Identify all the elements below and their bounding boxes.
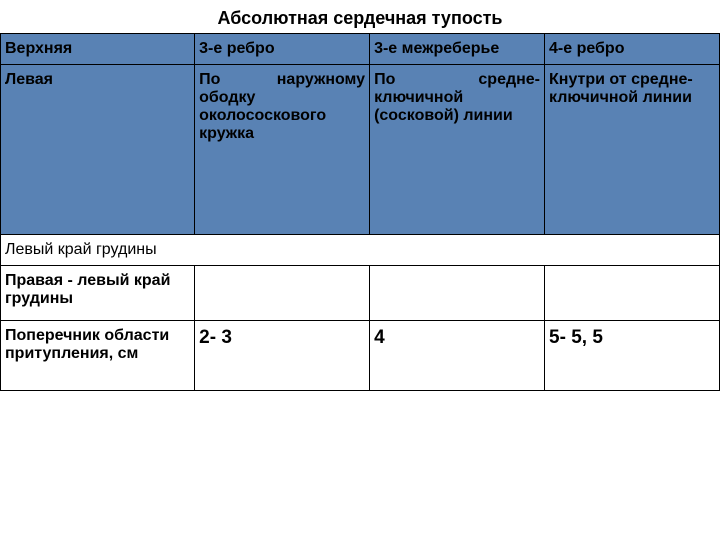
line-klyuchichnoy: ключичной bbox=[374, 89, 540, 107]
word-naruzhnomu: наружному bbox=[277, 71, 365, 89]
line-okolososkovogo: околососкового bbox=[199, 107, 365, 125]
word-po-2: По bbox=[374, 71, 395, 89]
word-po-1: По bbox=[199, 71, 220, 89]
cell-levaya-2: По средне- ключичной (сосковой) линии bbox=[370, 65, 545, 235]
label-poperechnik: Поперечник области притупления, см bbox=[1, 321, 195, 391]
row-pravaya: Правая - левый край грудины bbox=[1, 266, 720, 321]
word-sredne: средне- bbox=[478, 71, 540, 89]
cell-pravaya-3 bbox=[545, 266, 720, 321]
cell-4e-rebro: 4-е ребро bbox=[545, 34, 720, 65]
line-knutri-ot-sredne: Кнутри от средне- bbox=[549, 71, 715, 89]
label-pravaya: Правая - левый край грудины bbox=[1, 266, 195, 321]
cell-levaya-1: По наружному ободку околососкового кружк… bbox=[195, 65, 370, 235]
cell-pravaya-1 bbox=[195, 266, 370, 321]
label-levaya: Левая bbox=[1, 65, 195, 235]
cell-levaya-3: Кнутри от средне- ключичной линии bbox=[545, 65, 720, 235]
line-soskovoy-linii: (сосковой) линии bbox=[374, 107, 540, 125]
row-verkhnyaya: Верхняя 3-е ребро 3-е межреберье 4-е реб… bbox=[1, 34, 720, 65]
subtitle: Левый край грудины bbox=[1, 235, 720, 266]
cell-4: 4 bbox=[370, 321, 545, 391]
label-verkhnyaya: Верхняя bbox=[1, 34, 195, 65]
row-levaya: Левая По наружному ободку околососкового… bbox=[1, 65, 720, 235]
main-table: Верхняя 3-е ребро 3-е межреберье 4-е реб… bbox=[0, 33, 720, 391]
page-title: Абсолютная сердечная тупость bbox=[0, 0, 720, 33]
line-obodku: ободку bbox=[199, 89, 365, 107]
cell-pravaya-2 bbox=[370, 266, 545, 321]
line-kruzhka: кружка bbox=[199, 125, 365, 143]
cell-3e-mezhrebere: 3-е межреберье bbox=[370, 34, 545, 65]
row-subtitle: Левый край грудины bbox=[1, 235, 720, 266]
cell-3e-rebro: 3-е ребро bbox=[195, 34, 370, 65]
line-klyuchichnoy-linii: ключичной линии bbox=[549, 89, 715, 107]
row-poperechnik: Поперечник области притупления, см 2- 3 … bbox=[1, 321, 720, 391]
cell-5-55: 5- 5, 5 bbox=[545, 321, 720, 391]
cell-2-3: 2- 3 bbox=[195, 321, 370, 391]
